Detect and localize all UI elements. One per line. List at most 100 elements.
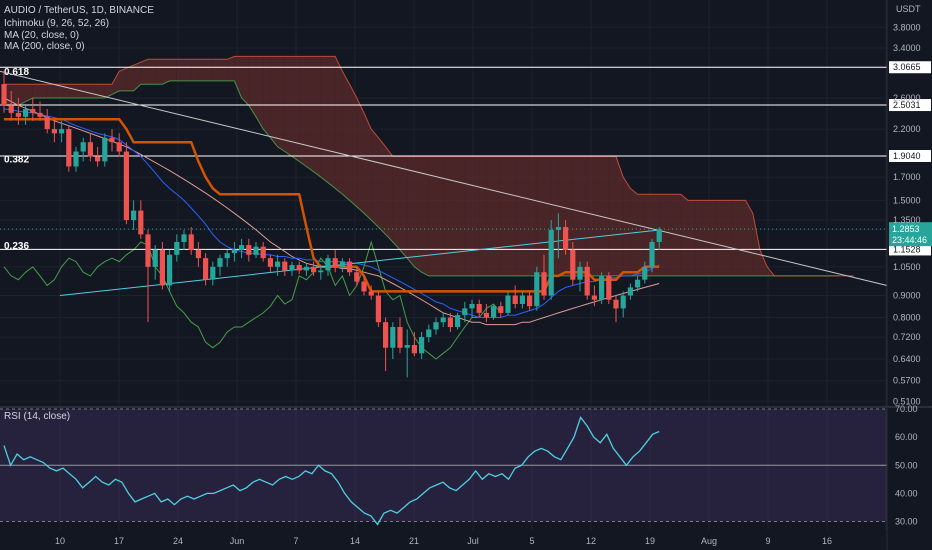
cloud-segment — [731, 200, 739, 276]
candle-body — [145, 234, 151, 267]
candle — [51, 120, 57, 143]
candle-body — [620, 295, 626, 309]
candle — [591, 285, 597, 307]
cloud-segment — [601, 156, 609, 276]
candle — [267, 254, 273, 273]
cloud-segment — [385, 146, 393, 242]
price-tick-label: 1.3500 — [893, 215, 921, 225]
price-tick-label: 0.5100 — [893, 396, 921, 406]
candle-body — [224, 253, 230, 259]
candle — [138, 200, 144, 239]
candle — [620, 291, 626, 318]
cloud-segment — [486, 156, 494, 276]
cloud-segment — [536, 156, 544, 276]
candle — [368, 285, 374, 300]
candle — [152, 245, 158, 280]
cloud-segment — [745, 200, 753, 276]
candle — [15, 97, 21, 125]
price-tick-label: 3.4000 — [893, 43, 921, 53]
cloud-segment — [148, 59, 156, 85]
candle-body — [303, 266, 309, 271]
candle — [541, 254, 547, 300]
cloud-segment — [212, 59, 220, 81]
time-tick-label: Jun — [230, 536, 245, 546]
candle-body — [570, 249, 576, 280]
candle-body — [491, 306, 497, 318]
candle-body — [591, 295, 597, 300]
candle — [649, 238, 655, 273]
candle-body — [383, 322, 389, 348]
cloud-segment — [306, 56, 314, 172]
candle-body — [253, 246, 259, 255]
candle-body — [447, 317, 453, 328]
candle — [375, 291, 381, 328]
candle — [131, 200, 137, 230]
cloud-segment — [256, 56, 264, 130]
candle — [1, 71, 7, 113]
cloud-segment — [119, 68, 127, 91]
candle-body — [282, 261, 288, 271]
candle-body — [635, 279, 641, 288]
ichimoku-legend[interactable]: Ichimoku (9, 26, 52, 26) — [4, 18, 110, 29]
rsi-pane — [0, 408, 887, 526]
cloud-segment — [313, 56, 321, 178]
cloud-segment — [659, 194, 667, 276]
cloud-segment — [752, 213, 760, 276]
cloud-segment — [126, 65, 134, 91]
cloud-segment — [637, 194, 645, 276]
cloud-segment — [500, 156, 508, 276]
candle — [167, 249, 173, 292]
candle-body — [368, 291, 374, 296]
rsi-axis: 30.00 40.00 50.00 60.00 70.00 — [895, 404, 918, 527]
candle-body — [275, 261, 281, 267]
candle-body — [51, 129, 57, 134]
candle — [231, 241, 237, 262]
candle — [59, 120, 65, 143]
level-price-tag — [889, 243, 931, 256]
cloud-segment — [140, 59, 148, 85]
cloud-segment — [529, 156, 537, 276]
cloud-segment — [392, 156, 400, 250]
candle-body — [8, 105, 14, 113]
cloud-segment — [191, 59, 199, 81]
candle — [447, 312, 453, 332]
cloud-segment — [25, 84, 33, 102]
cloud-segment — [54, 84, 62, 98]
cloud-segment — [320, 56, 328, 183]
level-price-tag — [889, 99, 931, 112]
candle-body — [361, 281, 367, 292]
candle-body — [231, 249, 237, 254]
cloud-segment — [198, 59, 206, 81]
rsi-line — [3, 416, 660, 526]
candle-body — [599, 275, 605, 300]
candle-body — [375, 295, 381, 323]
ma20-legend[interactable]: MA (20, close, 0) — [4, 30, 80, 41]
cloud-segment — [587, 156, 595, 276]
price-tick-label: 0.6400 — [893, 354, 921, 364]
candle-body — [419, 337, 425, 354]
time-tick-label: Aug — [701, 536, 717, 546]
candle — [397, 317, 403, 354]
time-tick-label: 10 — [55, 536, 65, 546]
candle-body — [541, 272, 547, 296]
candle-body — [30, 109, 36, 113]
candle-body — [203, 258, 209, 280]
cloud-segment — [400, 156, 408, 259]
candle — [296, 261, 302, 275]
candle-body — [188, 234, 194, 250]
candle — [584, 261, 590, 300]
cloud-segment — [76, 84, 84, 98]
cloud-segment — [378, 137, 386, 235]
ma200-legend[interactable]: MA (200, close, 0) — [4, 41, 85, 52]
price-tick-label: 1.0500 — [893, 262, 921, 272]
candle-body — [37, 112, 43, 117]
level-price-label: 2.5031 — [893, 100, 921, 110]
cloud-segment — [97, 84, 105, 98]
candle — [80, 137, 86, 162]
candle-body — [505, 295, 511, 313]
candle — [642, 261, 648, 284]
candle-body — [23, 109, 29, 117]
candle-body — [519, 295, 525, 305]
rsi-legend[interactable]: RSI (14, close) — [4, 411, 71, 422]
candle — [505, 291, 511, 316]
